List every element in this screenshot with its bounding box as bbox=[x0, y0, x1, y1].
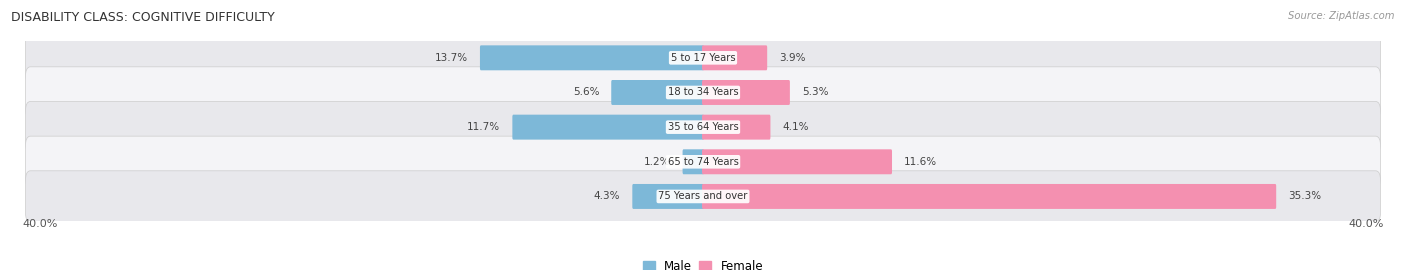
FancyBboxPatch shape bbox=[479, 45, 704, 70]
FancyBboxPatch shape bbox=[702, 149, 891, 174]
Text: 11.7%: 11.7% bbox=[467, 122, 501, 132]
FancyBboxPatch shape bbox=[25, 32, 1381, 83]
Text: 13.7%: 13.7% bbox=[434, 53, 468, 63]
Text: 4.1%: 4.1% bbox=[782, 122, 808, 132]
FancyBboxPatch shape bbox=[25, 67, 1381, 118]
Text: 5.6%: 5.6% bbox=[572, 87, 599, 97]
FancyBboxPatch shape bbox=[612, 80, 704, 105]
Text: 1.2%: 1.2% bbox=[644, 157, 671, 167]
FancyBboxPatch shape bbox=[702, 45, 768, 70]
FancyBboxPatch shape bbox=[702, 80, 790, 105]
Text: DISABILITY CLASS: COGNITIVE DIFFICULTY: DISABILITY CLASS: COGNITIVE DIFFICULTY bbox=[11, 11, 276, 24]
FancyBboxPatch shape bbox=[702, 115, 770, 140]
Legend: Male, Female: Male, Female bbox=[643, 260, 763, 270]
Text: 11.6%: 11.6% bbox=[904, 157, 938, 167]
FancyBboxPatch shape bbox=[25, 136, 1381, 187]
Text: 75 Years and over: 75 Years and over bbox=[658, 191, 748, 201]
Text: 35.3%: 35.3% bbox=[1288, 191, 1322, 201]
FancyBboxPatch shape bbox=[633, 184, 704, 209]
Text: 40.0%: 40.0% bbox=[1348, 219, 1384, 229]
Text: 18 to 34 Years: 18 to 34 Years bbox=[668, 87, 738, 97]
FancyBboxPatch shape bbox=[682, 149, 704, 174]
FancyBboxPatch shape bbox=[512, 115, 704, 140]
Text: 4.3%: 4.3% bbox=[593, 191, 620, 201]
FancyBboxPatch shape bbox=[25, 102, 1381, 153]
FancyBboxPatch shape bbox=[25, 171, 1381, 222]
Text: Source: ZipAtlas.com: Source: ZipAtlas.com bbox=[1288, 11, 1395, 21]
Text: 3.9%: 3.9% bbox=[779, 53, 806, 63]
Text: 65 to 74 Years: 65 to 74 Years bbox=[668, 157, 738, 167]
Text: 35 to 64 Years: 35 to 64 Years bbox=[668, 122, 738, 132]
Text: 5.3%: 5.3% bbox=[801, 87, 828, 97]
FancyBboxPatch shape bbox=[702, 184, 1277, 209]
Text: 5 to 17 Years: 5 to 17 Years bbox=[671, 53, 735, 63]
Text: 40.0%: 40.0% bbox=[22, 219, 58, 229]
